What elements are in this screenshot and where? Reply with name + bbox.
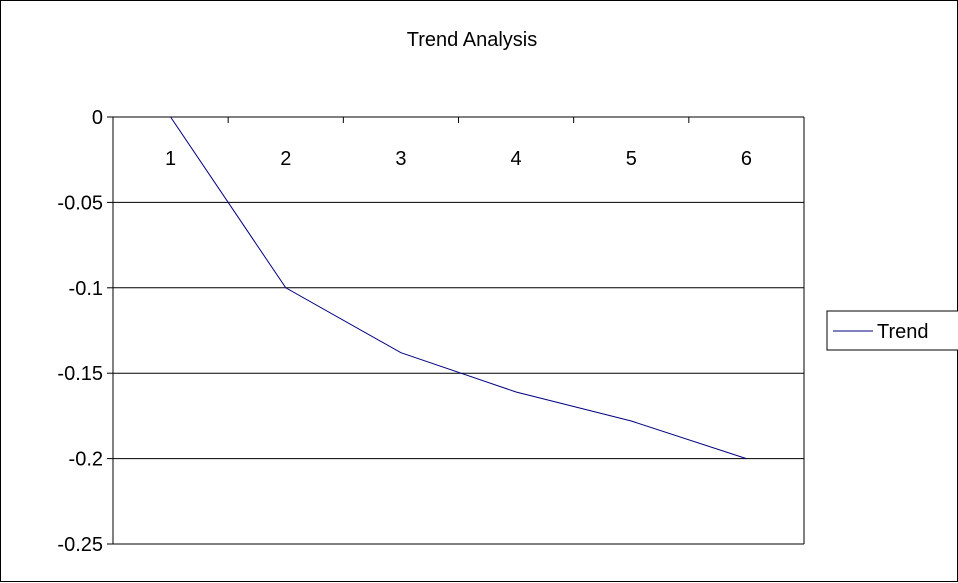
y-tick-label-0: 0 [92, 107, 103, 129]
series-line-trend [170, 116, 747, 460]
legend-label: Trend [877, 321, 929, 343]
gridlines [113, 201, 804, 460]
x-tick-label-4: 4 [511, 148, 522, 170]
chart-title: Trend Analysis [407, 29, 537, 51]
x-axis-tick-labels: 1 2 3 4 5 6 [165, 148, 752, 170]
x-tick-label-3: 3 [395, 148, 406, 170]
y-tick-label-2: -0.1 [69, 278, 103, 300]
axes [107, 116, 805, 545]
legend: Trend [826, 310, 958, 351]
y-tick-label-4: -0.2 [69, 449, 103, 471]
y-tick-label-1: -0.05 [57, 192, 103, 214]
y-axis-tick-labels: 0 -0.05 -0.1 -0.15 -0.2 -0.25 [57, 107, 103, 556]
x-tick-label-6: 6 [741, 148, 752, 170]
series-lines [170, 116, 747, 460]
y-tick-label-3: -0.15 [57, 363, 103, 385]
x-tick-label-5: 5 [626, 148, 637, 170]
y-tick-label-5: -0.25 [57, 534, 103, 556]
x-tick-label-1: 1 [165, 148, 176, 170]
x-tick-label-2: 2 [280, 148, 291, 170]
